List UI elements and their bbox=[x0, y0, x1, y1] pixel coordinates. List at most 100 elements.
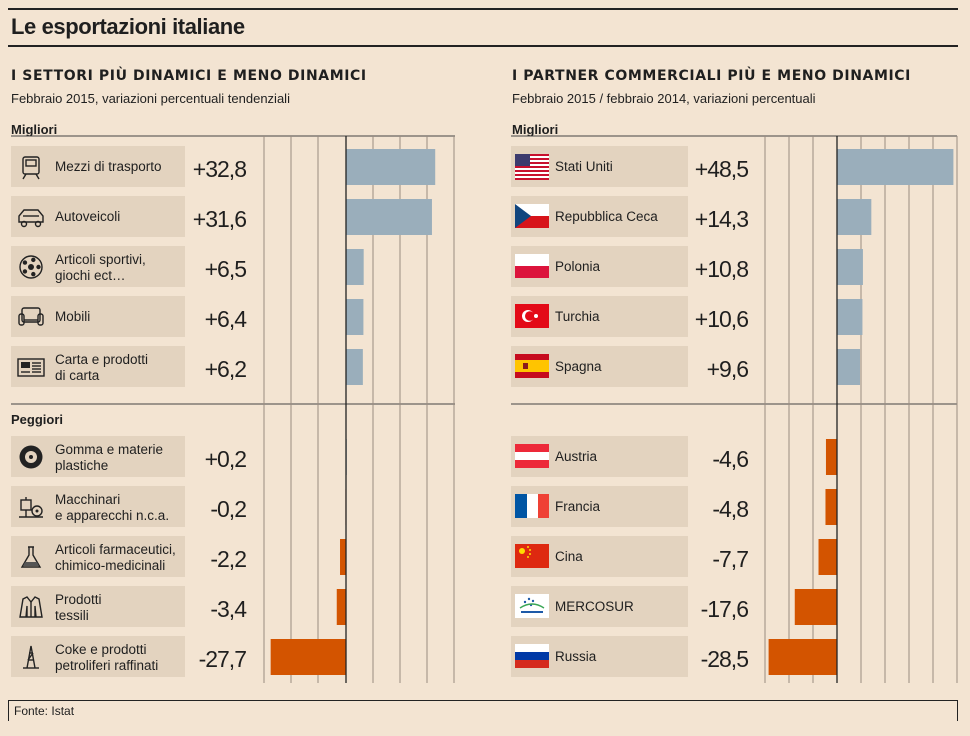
tire-icon bbox=[19, 445, 43, 469]
flag-czech-icon bbox=[515, 204, 549, 228]
left-group-label-migliori: Migliori bbox=[11, 122, 58, 137]
category-label: Francia bbox=[555, 499, 601, 514]
partner-row-austria: Austria -4,6 bbox=[511, 436, 837, 477]
jacket-icon bbox=[19, 596, 43, 618]
flag-turkey-icon bbox=[515, 304, 549, 328]
value-label: -27,7 bbox=[199, 646, 247, 672]
value-label: +6,4 bbox=[205, 306, 248, 332]
armchair-icon bbox=[18, 307, 44, 326]
bar-turchia bbox=[837, 299, 863, 335]
title-rule bbox=[8, 45, 958, 47]
bar-stati-uniti bbox=[837, 149, 954, 185]
value-label: -3,4 bbox=[210, 596, 247, 622]
top-rule bbox=[8, 8, 958, 10]
value-label: -2,2 bbox=[210, 546, 246, 572]
value-label: +48,5 bbox=[695, 156, 748, 182]
category-label: MERCOSUR bbox=[555, 599, 634, 614]
category-label: Turchia bbox=[555, 309, 600, 324]
partner-row-polonia: Polonia +10,8 bbox=[511, 246, 863, 287]
partner-row-russia: Russia -28,5 bbox=[511, 636, 837, 677]
flag-spain-icon bbox=[515, 354, 549, 378]
value-label: -17,6 bbox=[701, 596, 749, 622]
sector-row-macchinari-e-apparecchi-n-c-a: Macchinari e apparecchi n.c.a. -0,2 bbox=[11, 486, 347, 527]
sector-row-autoveicoli: Autoveicoli +31,6 bbox=[11, 196, 432, 237]
left-panel-title: I SETTORI PIÙ DINAMICI E MENO DINAMICI bbox=[11, 68, 367, 84]
sector-row-mobili: Mobili +6,4 bbox=[11, 296, 364, 337]
category-label: Coke e prodotti petroliferi raffinati bbox=[55, 642, 158, 673]
value-label: +31,6 bbox=[193, 206, 246, 232]
flag-poland-icon bbox=[515, 254, 549, 278]
partner-row-spagna: Spagna +9,6 bbox=[511, 346, 861, 387]
label-box bbox=[11, 146, 185, 187]
sector-row-carta-e-prodotti-di-carta: Carta e prodotti di carta +6,2 bbox=[11, 346, 363, 387]
category-label: Russia bbox=[555, 649, 597, 664]
flag-mercosur-icon bbox=[515, 594, 549, 618]
label-box bbox=[11, 536, 185, 577]
source-box bbox=[8, 700, 958, 721]
page-title: Le esportazioni italiane bbox=[11, 14, 245, 39]
right-panel-subtitle: Febbraio 2015 / febbraio 2014, variazion… bbox=[512, 91, 816, 106]
value-label: -4,8 bbox=[712, 496, 748, 522]
value-label: +6,2 bbox=[205, 356, 247, 382]
category-label: Autoveicoli bbox=[55, 209, 120, 224]
value-label: +10,8 bbox=[695, 256, 748, 282]
sector-row-coke-e-prodotti-petroliferi-raffinati: Coke e prodotti petroliferi raffinati -27,… bbox=[11, 636, 346, 677]
left-group-label-peggiori: Peggiori bbox=[11, 412, 64, 427]
sector-row-prodotti-tessili: Prodotti tessili -3,4 bbox=[11, 586, 346, 627]
flag-austria-icon bbox=[515, 444, 549, 468]
category-label: Prodotti tessili bbox=[55, 592, 102, 623]
category-label: Gomma e materie plastiche bbox=[55, 442, 163, 473]
bar-coke-e-prodotti-petroliferi-raffinati bbox=[270, 639, 346, 675]
bar-articoli-sportivi-giochi-ect bbox=[346, 249, 364, 285]
bar-repubblica-ceca bbox=[837, 199, 872, 235]
value-label: -7,7 bbox=[712, 546, 748, 572]
sector-row-mezzi-di-trasporto: Mezzi di trasporto +32,8 bbox=[11, 146, 436, 187]
flag-china-icon bbox=[515, 544, 549, 568]
category-label: Mezzi di trasporto bbox=[55, 159, 162, 174]
partner-row-cina: Cina -7,7 bbox=[511, 536, 837, 577]
partner-row-francia: Francia -4,8 bbox=[511, 486, 837, 527]
left-panel-subtitle: Febbraio 2015, variazioni percentuali te… bbox=[11, 91, 290, 106]
value-label: -0,2 bbox=[210, 496, 246, 522]
label-box bbox=[11, 296, 185, 337]
category-label: Mobili bbox=[55, 309, 90, 324]
label-box bbox=[11, 196, 185, 237]
bar-spagna bbox=[837, 349, 861, 385]
bar-prodotti-tessili bbox=[336, 589, 346, 625]
sector-row-gomma-e-materie-plastiche: Gomma e materie plastiche +0,2 bbox=[11, 436, 347, 477]
bar-mobili bbox=[346, 299, 364, 335]
partner-row-mercosur: MERCOSUR -17,6 bbox=[511, 586, 837, 627]
ball-icon bbox=[19, 255, 43, 279]
bar-carta-e-prodotti-di-carta bbox=[346, 349, 363, 385]
value-label: +32,8 bbox=[193, 156, 246, 182]
oil-derrick-icon bbox=[23, 645, 39, 669]
bar-cina bbox=[818, 539, 837, 575]
value-label: -28,5 bbox=[701, 646, 749, 672]
category-label: Articoli sportivi, giochi ect… bbox=[55, 252, 146, 283]
value-label: +6,5 bbox=[205, 256, 247, 282]
category-label: Polonia bbox=[555, 259, 601, 274]
category-label: Austria bbox=[555, 449, 598, 464]
partner-row-stati-uniti: Stati Uniti +48,5 bbox=[511, 146, 954, 187]
category-label: Articoli farmaceutici, chimico-medicinali bbox=[55, 542, 176, 573]
bar-russia bbox=[768, 639, 837, 675]
bar-mercosur bbox=[794, 589, 837, 625]
partner-row-repubblica-ceca: Repubblica Ceca +14,3 bbox=[511, 196, 872, 237]
value-label: +9,6 bbox=[707, 356, 749, 382]
category-label: Carta e prodotti di carta bbox=[55, 352, 148, 383]
category-label: Repubblica Ceca bbox=[555, 209, 658, 224]
newspaper-icon bbox=[17, 358, 45, 377]
right-panel-title: I PARTNER COMMERCIALI PIÙ E MENO DINAMIC… bbox=[512, 68, 911, 84]
car-icon bbox=[18, 209, 44, 228]
category-label: Spagna bbox=[555, 359, 602, 374]
flag-usa-icon bbox=[515, 154, 549, 180]
category-label: Stati Uniti bbox=[555, 159, 613, 174]
category-label: Cina bbox=[555, 549, 583, 564]
value-label: -4,6 bbox=[712, 446, 748, 472]
bar-articoli-farmaceutici-chimico-medicinali bbox=[340, 539, 346, 575]
bar-polonia bbox=[837, 249, 863, 285]
bar-austria bbox=[825, 439, 837, 475]
bar-francia bbox=[825, 489, 837, 525]
bar-mezzi-di-trasporto bbox=[346, 149, 436, 185]
